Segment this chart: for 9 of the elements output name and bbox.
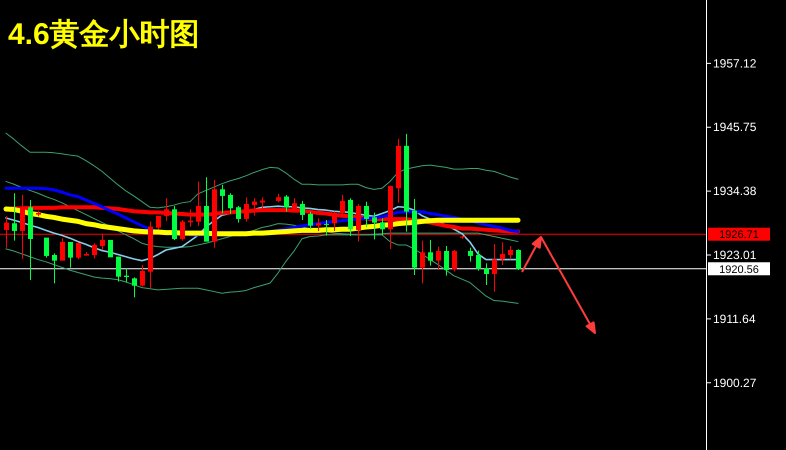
y-tick-label: 1900.27 <box>713 376 757 390</box>
y-tick-label: 1945.75 <box>713 120 757 134</box>
y-tick-label: 1923.01 <box>713 248 757 262</box>
text: 4.6黄金小时图 <box>8 18 200 51</box>
y-tick-label: 1934.38 <box>713 184 757 198</box>
y-tick-label: 1911.64 <box>713 312 756 326</box>
ref-line-label: 1926.71 <box>719 229 759 242</box>
ref-line-label: 1920.56 <box>719 264 759 276</box>
y-tick-label: 1957.12 <box>713 56 757 70</box>
